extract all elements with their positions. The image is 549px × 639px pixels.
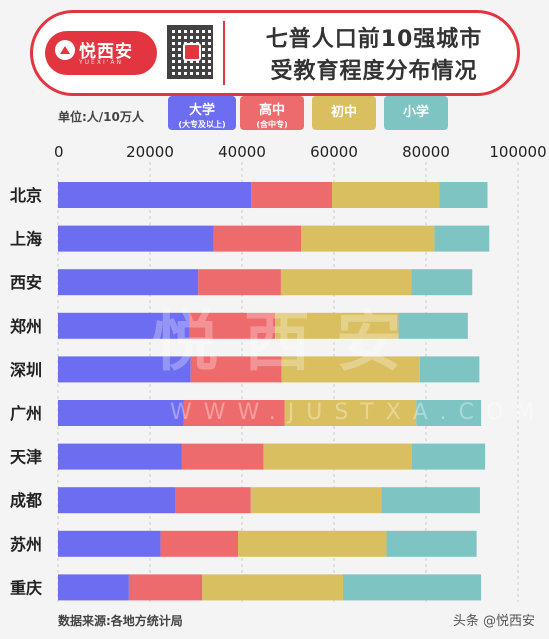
bar-segment: [213, 225, 302, 252]
bar-segment: [58, 312, 190, 339]
chart-title-line1: 七普人口前10强城市: [265, 27, 483, 52]
bar-segment: [190, 356, 282, 383]
bar-segment: [189, 312, 276, 339]
bar-segment: [58, 269, 199, 296]
bar-segment: [398, 312, 468, 339]
chart-title-line2: 受教育程度分布情况: [270, 59, 478, 84]
watermark: 悦西安: [152, 303, 428, 380]
header-divider: [223, 21, 225, 85]
qr-center-logo-icon: [183, 43, 201, 61]
bar-segment: [58, 443, 182, 470]
bar-segment: [58, 487, 176, 514]
bar-segment: [175, 487, 251, 514]
legend-label: 初中: [330, 105, 357, 120]
legend-label: 大学: [188, 103, 215, 118]
category-label: 成都: [10, 491, 42, 510]
bar-segment: [275, 312, 399, 339]
x-tick-label: 40000: [218, 143, 266, 161]
bar-segment: [263, 443, 412, 470]
watermark-url: WWW.JUSTXA.COM: [170, 400, 547, 425]
bar-segment: [58, 574, 129, 601]
legend-item-highschool: 高中 (含中专): [240, 96, 304, 130]
brand-mark-icon: [55, 40, 75, 60]
x-tick-label: 20000: [126, 143, 174, 161]
bar-segment: [251, 182, 333, 208]
x-tick-label: 0: [54, 143, 64, 161]
legend-item-middleschool: 初中: [312, 96, 376, 130]
bar-segment: [411, 269, 473, 296]
category-label: 天津: [10, 448, 42, 467]
bar-segment: [58, 356, 191, 383]
x-tick-label: 60000: [310, 143, 358, 161]
bar-segment: [58, 530, 161, 557]
legend-label: 小学: [402, 105, 429, 120]
bar-segment: [439, 182, 488, 208]
bar-segment: [58, 225, 214, 252]
category-label: 北京: [10, 186, 42, 205]
header-banner: 悦西安 YUEXI'AN 七普人口前10强城市 受教育程度分布情况: [30, 10, 520, 96]
category-label: 苏州: [10, 535, 42, 554]
category-label: 广州: [10, 404, 42, 423]
legend-label: 高中: [258, 103, 285, 118]
bar-segment: [342, 574, 482, 601]
bar-segment: [202, 574, 343, 601]
bar-segment: [128, 574, 203, 601]
category-label: 西安: [10, 273, 42, 292]
bar-segment: [419, 356, 480, 383]
bar-segment: [301, 225, 435, 252]
category-label: 上海: [10, 230, 42, 249]
bar-segment: [58, 400, 184, 426]
legend-item-university: 大学 (大专及以上): [168, 96, 236, 130]
bar-segment: [284, 400, 417, 426]
legend-sublabel: (含中专): [256, 120, 288, 129]
bar-segment: [198, 269, 281, 296]
bar-segment: [181, 443, 264, 470]
credit-label: 头条 @悦西安: [452, 614, 535, 629]
legend-item-primaryschool: 小学: [384, 96, 448, 130]
bar-segment: [411, 443, 486, 470]
bar-segment: [386, 530, 477, 557]
bar-segment: [381, 487, 480, 514]
bar-segment: [58, 182, 252, 208]
unit-label: 单位:人/10万人: [58, 110, 144, 124]
category-label: 重庆: [10, 578, 42, 597]
bar-segment: [238, 530, 387, 557]
bar-segment: [434, 225, 490, 252]
x-tick-label: 100000: [489, 143, 546, 161]
brand-logo: 悦西安 YUEXI'AN: [45, 31, 157, 75]
bar-segment: [416, 400, 482, 426]
legend-sublabel: (大专及以上): [178, 120, 226, 129]
bar-segment: [280, 269, 412, 296]
x-tick-label: 80000: [402, 143, 450, 161]
bar-segment: [250, 487, 382, 514]
bar-segment: [332, 182, 440, 208]
bar-segment: [281, 356, 420, 383]
brand-name: 悦西安: [79, 42, 133, 62]
category-label: 深圳: [10, 360, 42, 379]
bar-segment: [160, 530, 239, 557]
category-label: 郑州: [10, 317, 42, 336]
source-note: 数据来源:各地方统计局: [58, 614, 183, 628]
bar-segment: [183, 400, 285, 426]
brand-subtitle: YUEXI'AN: [79, 59, 123, 66]
